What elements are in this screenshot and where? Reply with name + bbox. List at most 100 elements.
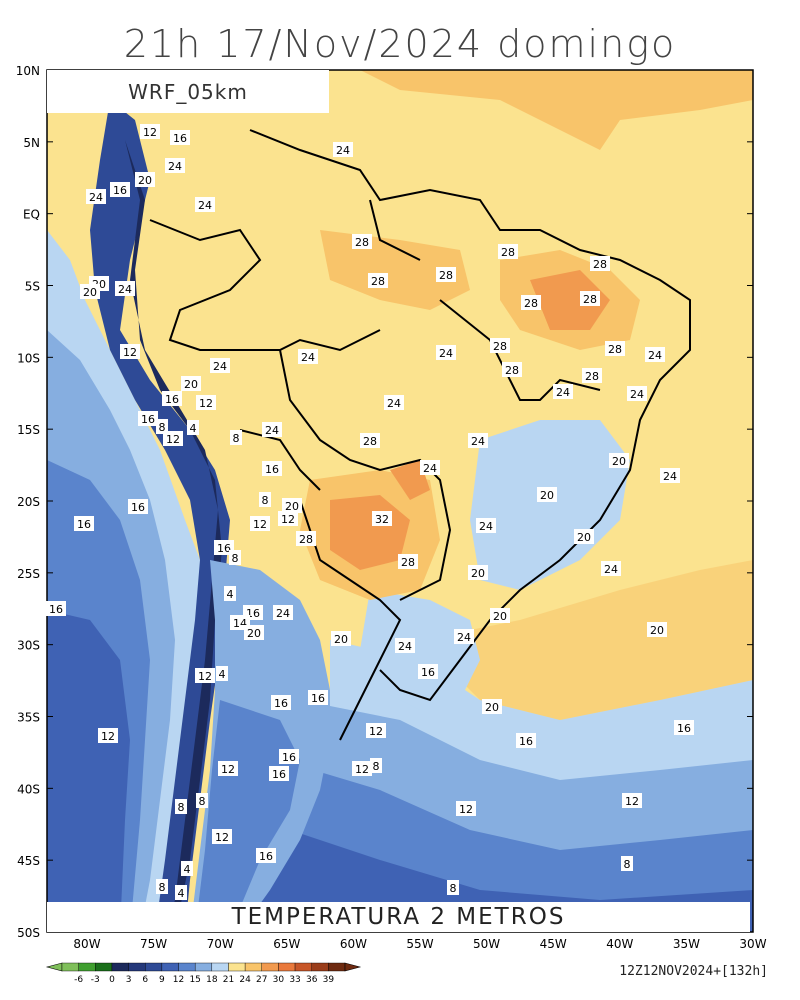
contour-label: 4 bbox=[187, 420, 199, 435]
lon-label: 40W bbox=[606, 937, 633, 951]
contour-label: 20 bbox=[468, 565, 488, 580]
contour-label: 24 bbox=[210, 358, 230, 373]
colorbar-arrow-left bbox=[45, 962, 63, 972]
contour-label: 20 bbox=[490, 608, 510, 623]
svg-text:16: 16 bbox=[77, 518, 91, 531]
colorbar-label: 3 bbox=[126, 975, 132, 985]
contour-label: 28 bbox=[368, 273, 388, 288]
contour-label: 24 bbox=[165, 158, 185, 173]
contour-label: 16 bbox=[170, 130, 190, 145]
contour-label: 24 bbox=[468, 433, 488, 448]
colorbar-swatch bbox=[211, 962, 229, 972]
longitude-axis: 80W 75W 70W 65W 60W 55W 50W 45W 40W 35W 30W bbox=[73, 926, 767, 951]
svg-text:20: 20 bbox=[577, 531, 591, 544]
model-label: WRF_05km bbox=[47, 70, 329, 113]
contour-label: 28 bbox=[502, 362, 522, 377]
colorbar-swatch bbox=[128, 962, 146, 972]
colorbar-swatch bbox=[261, 962, 279, 972]
contour-label: 16 bbox=[308, 690, 328, 705]
svg-text:4: 4 bbox=[190, 422, 197, 435]
svg-text:8: 8 bbox=[373, 760, 380, 773]
colorbar-swatch bbox=[228, 962, 246, 972]
contour-label: 12 bbox=[98, 728, 118, 743]
lat-label: 5N bbox=[23, 136, 40, 150]
colorbar-swatch bbox=[61, 962, 79, 972]
svg-text:32: 32 bbox=[375, 513, 389, 526]
colorbar-label: 24 bbox=[239, 975, 251, 985]
contour-label: 12 bbox=[120, 344, 140, 359]
svg-text:20: 20 bbox=[650, 624, 664, 637]
svg-text:16: 16 bbox=[165, 393, 179, 406]
svg-text:8: 8 bbox=[232, 552, 239, 565]
svg-text:8: 8 bbox=[450, 882, 457, 895]
svg-text:24: 24 bbox=[479, 520, 493, 533]
contour-label: 20 bbox=[244, 625, 264, 640]
contour-label: 28 bbox=[580, 291, 600, 306]
svg-text:24: 24 bbox=[556, 386, 570, 399]
variable-label: TEMPERATURA 2 METROS bbox=[47, 902, 750, 932]
svg-text:8: 8 bbox=[624, 858, 631, 871]
lat-label: 5S bbox=[25, 280, 40, 294]
svg-text:24: 24 bbox=[471, 435, 485, 448]
contour-label: 12 bbox=[352, 761, 372, 776]
colorbar-swatch bbox=[178, 962, 196, 972]
colorbar-arrow-right bbox=[344, 962, 362, 972]
svg-text:16: 16 bbox=[282, 751, 296, 764]
lon-label: 60W bbox=[340, 937, 367, 951]
svg-text:16: 16 bbox=[519, 735, 533, 748]
contour-label: 12 bbox=[163, 431, 183, 446]
contour-label: 8 bbox=[370, 758, 382, 773]
colorbar-swatch bbox=[278, 962, 296, 972]
svg-text:16: 16 bbox=[272, 768, 286, 781]
svg-text:20: 20 bbox=[285, 500, 299, 513]
contour-label: 4 bbox=[175, 885, 187, 900]
svg-text:20: 20 bbox=[493, 610, 507, 623]
contour-label: 8 bbox=[156, 879, 168, 894]
run-stamp: 12Z12NOV2024+[132h] bbox=[619, 964, 768, 979]
colorbar-swatch bbox=[194, 962, 213, 972]
colorbar-swatch bbox=[244, 962, 262, 972]
lat-label: 10S bbox=[17, 351, 40, 365]
contour-label: 12 bbox=[212, 829, 232, 844]
lat-label: 25S bbox=[17, 567, 40, 581]
contour-label: 24 bbox=[660, 468, 680, 483]
contour-label: 28 bbox=[590, 256, 610, 271]
contour-label: 12 bbox=[196, 395, 216, 410]
lat-label: 30S bbox=[17, 639, 40, 653]
contour-label: 16 bbox=[271, 695, 291, 710]
svg-text:16: 16 bbox=[217, 542, 231, 555]
country-borders bbox=[149, 129, 691, 741]
contour-label: 24 bbox=[195, 197, 215, 212]
contour-label: 12 bbox=[366, 723, 386, 738]
svg-text:24: 24 bbox=[198, 199, 212, 212]
svg-text:12: 12 bbox=[166, 433, 180, 446]
contour-label: 28 bbox=[352, 234, 372, 249]
contour-label: 16 bbox=[138, 411, 158, 426]
lat-label: 20S bbox=[17, 495, 40, 509]
contour-label: 28 bbox=[605, 341, 625, 356]
contour-label: 12 bbox=[195, 668, 215, 683]
svg-text:24: 24 bbox=[168, 160, 182, 173]
svg-text:14: 14 bbox=[233, 617, 247, 630]
svg-text:16: 16 bbox=[421, 666, 435, 679]
svg-text:12: 12 bbox=[198, 670, 212, 683]
svg-text:20: 20 bbox=[184, 378, 198, 391]
lon-label: 45W bbox=[540, 937, 567, 951]
contour-label: 28 bbox=[498, 244, 518, 259]
lon-label: 65W bbox=[273, 937, 300, 951]
contour-label: 20 bbox=[135, 172, 155, 187]
svg-text:20: 20 bbox=[334, 633, 348, 646]
svg-text:8: 8 bbox=[199, 795, 206, 808]
contour-label: 24 bbox=[273, 605, 293, 620]
contour-label: 16 bbox=[262, 461, 282, 476]
svg-text:28: 28 bbox=[608, 343, 622, 356]
contour-label: 24 bbox=[262, 422, 282, 437]
colorbar-label: 21 bbox=[223, 975, 234, 985]
temperature-field bbox=[47, 70, 753, 932]
contour-label: 28 bbox=[436, 267, 456, 282]
contour-label: 16 bbox=[128, 499, 148, 514]
svg-text:24: 24 bbox=[265, 424, 279, 437]
contour-label: 28 bbox=[521, 295, 541, 310]
svg-text:24: 24 bbox=[89, 191, 103, 204]
colorbar-label: -6 bbox=[74, 975, 83, 985]
